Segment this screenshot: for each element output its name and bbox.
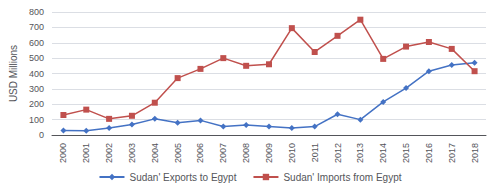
svg-text:100: 100 [29,115,44,125]
svg-text:800: 800 [29,7,44,17]
svg-text:2000: 2000 [58,143,68,163]
svg-text:2017: 2017 [447,143,457,163]
svg-text:2005: 2005 [173,143,183,163]
svg-text:400: 400 [29,69,44,79]
svg-text:2012: 2012 [333,143,343,163]
svg-text:Sudan' Imports from Egypt: Sudan' Imports from Egypt [283,172,401,183]
svg-text:2018: 2018 [470,143,480,163]
svg-text:2002: 2002 [104,143,114,163]
svg-text:2001: 2001 [81,143,91,163]
svg-text:2011: 2011 [310,143,320,162]
svg-text:2003: 2003 [127,143,137,163]
svg-text:2006: 2006 [195,143,205,163]
svg-text:200: 200 [29,99,44,109]
svg-text:2015: 2015 [401,143,411,163]
svg-text:USD Millions: USD Millions [8,45,19,102]
svg-text:700: 700 [29,22,44,32]
svg-text:2007: 2007 [218,143,228,163]
svg-text:2008: 2008 [241,143,251,163]
svg-text:2004: 2004 [150,143,160,163]
svg-text:300: 300 [29,84,44,94]
svg-text:2010: 2010 [287,143,297,163]
svg-text:2013: 2013 [355,143,365,163]
svg-text:500: 500 [29,53,44,63]
svg-text:2009: 2009 [264,143,274,163]
svg-text:0: 0 [39,130,44,140]
svg-text:600: 600 [29,38,44,48]
svg-text:2016: 2016 [424,143,434,163]
svg-text:Sudan' Exports to Egypt: Sudan' Exports to Egypt [129,172,236,183]
svg-text:2014: 2014 [378,143,388,163]
